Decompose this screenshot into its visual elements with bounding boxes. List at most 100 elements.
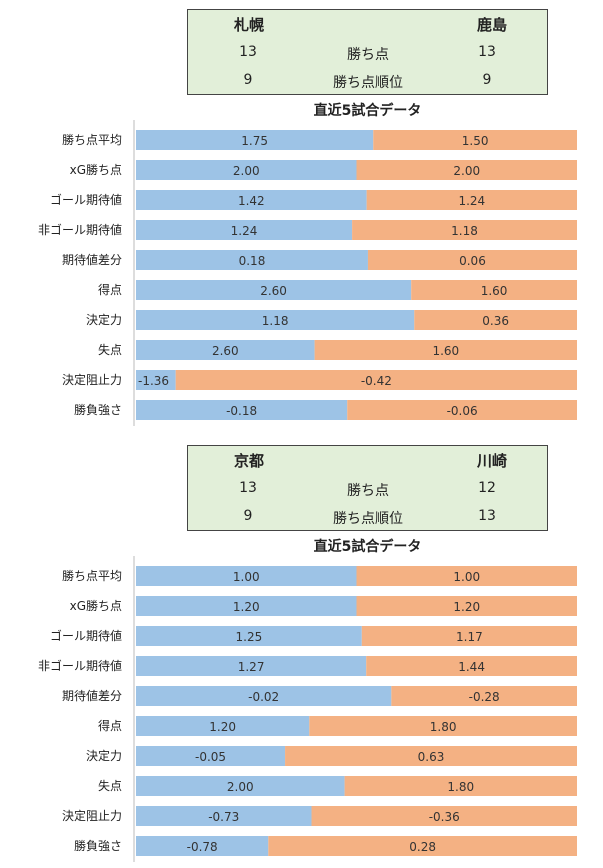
bar-right-series bbox=[285, 746, 577, 766]
points-label: 勝ち点 bbox=[347, 483, 389, 499]
data-label-right: 1.18 bbox=[451, 224, 478, 238]
bar-left-series bbox=[136, 160, 357, 180]
data-label-left: -0.05 bbox=[195, 750, 226, 764]
bar-left-series bbox=[136, 716, 310, 736]
rank-label: 勝ち点順位 bbox=[333, 511, 403, 527]
category-label: ゴール期待値 bbox=[50, 628, 122, 643]
bar-right-series bbox=[367, 250, 577, 270]
category-label: 期待値差分 bbox=[62, 688, 122, 703]
data-label-left: -0.73 bbox=[208, 810, 239, 824]
category-label: 勝負強さ bbox=[74, 402, 122, 417]
data-label-right: 1.60 bbox=[432, 344, 459, 358]
data-label-left: 1.27 bbox=[238, 660, 265, 674]
data-label-right: 1.60 bbox=[481, 284, 508, 298]
bar-left-series bbox=[136, 626, 362, 646]
data-label-left: 2.60 bbox=[260, 284, 287, 298]
bar-left-series bbox=[136, 656, 367, 676]
bar-left-series bbox=[136, 370, 176, 390]
data-label-left: 1.75 bbox=[241, 134, 268, 148]
bar-left-series bbox=[136, 566, 357, 586]
data-label-right: 1.20 bbox=[453, 600, 480, 614]
data-label-left: 0.18 bbox=[239, 254, 266, 268]
bar-left-series bbox=[136, 746, 286, 766]
left-points: 13 bbox=[239, 480, 257, 496]
rank-label: 勝ち点順位 bbox=[333, 75, 403, 91]
category-label: 勝ち点平均 bbox=[62, 568, 122, 583]
bar-right-series bbox=[309, 716, 577, 736]
bar-left-series bbox=[136, 596, 357, 616]
data-label-right: 1.80 bbox=[430, 720, 457, 734]
right-rank: 9 bbox=[482, 72, 492, 88]
data-label-right: -0.28 bbox=[469, 690, 500, 704]
category-label: 決定阻止力 bbox=[62, 372, 122, 387]
category-label: 非ゴール期待値 bbox=[38, 658, 122, 673]
data-label-right: 1.17 bbox=[456, 630, 483, 644]
left-rank: 9 bbox=[243, 508, 253, 524]
right-team-name: 鹿島 bbox=[476, 16, 507, 34]
bar-right-series bbox=[344, 776, 577, 796]
category-label: 得点 bbox=[98, 282, 122, 297]
category-label: 非ゴール期待値 bbox=[38, 222, 122, 237]
data-label-left: -0.78 bbox=[187, 840, 218, 854]
data-label-left: -0.02 bbox=[248, 690, 279, 704]
bar-right-series bbox=[411, 280, 577, 300]
bar-right-series bbox=[356, 566, 577, 586]
data-label-right: 1.44 bbox=[458, 660, 485, 674]
right-team-name: 川崎 bbox=[476, 452, 507, 470]
category-label: 失点 bbox=[98, 342, 122, 357]
category-label: 勝ち点平均 bbox=[62, 132, 122, 147]
comparison-bar-chart: 勝ち点平均 1.75 1.50 xG勝ち点 2.00 2.00 ゴール期待値 1.42 1.24… bbox=[38, 120, 577, 426]
bar-right-series bbox=[352, 220, 577, 240]
bar-right-series bbox=[314, 340, 577, 360]
data-label-right: 1.50 bbox=[462, 134, 489, 148]
bar-right-series bbox=[347, 400, 577, 420]
right-points: 13 bbox=[478, 44, 496, 60]
data-label-left: 1.20 bbox=[233, 600, 260, 614]
left-team-name: 札幌 bbox=[234, 16, 265, 34]
data-label-left: 2.00 bbox=[233, 164, 260, 178]
left-points: 13 bbox=[239, 44, 257, 60]
comparison-panel-1: 札幌 鹿島 13 勝ち点 13 9 勝ち点順位 9 直近5試合データ 勝ち点平均… bbox=[0, 0, 603, 432]
left-team-name: 京都 bbox=[234, 452, 265, 470]
category-label: 期待値差分 bbox=[62, 252, 122, 267]
match-info-box: 京都 川崎 13 勝ち点 12 9 勝ち点順位 13 bbox=[187, 445, 548, 531]
data-label-right: 1.00 bbox=[453, 570, 480, 584]
data-label-left: 1.00 bbox=[233, 570, 260, 584]
bar-right-series bbox=[356, 596, 577, 616]
data-label-right: 0.36 bbox=[482, 314, 509, 328]
data-label-right: 2.00 bbox=[453, 164, 480, 178]
bar-left-series bbox=[136, 280, 412, 300]
bar-right-series bbox=[356, 160, 577, 180]
data-label-right: 0.28 bbox=[409, 840, 436, 854]
bar-right-series bbox=[175, 370, 577, 390]
right-points: 12 bbox=[478, 480, 496, 496]
bar-right-series bbox=[373, 130, 577, 150]
data-label-left: 1.25 bbox=[236, 630, 263, 644]
bar-right-series bbox=[366, 190, 577, 210]
bar-right-series bbox=[414, 310, 577, 330]
bar-left-series bbox=[136, 130, 374, 150]
data-label-right: 1.80 bbox=[447, 780, 474, 794]
bar-left-series bbox=[136, 190, 367, 210]
bar-left-series bbox=[136, 836, 269, 856]
points-label: 勝ち点 bbox=[347, 47, 389, 63]
comparison-bar-chart: 勝ち点平均 1.00 1.00 xG勝ち点 1.20 1.20 ゴール期待値 1.25 1.17… bbox=[38, 556, 577, 862]
match-info-box: 札幌 鹿島 13 勝ち点 13 9 勝ち点順位 9 bbox=[187, 9, 548, 95]
chart-subtitle: 直近5試合データ bbox=[313, 539, 422, 555]
bar-right-series bbox=[311, 806, 577, 826]
category-label: 決定阻止力 bbox=[62, 808, 122, 823]
bar-left-series bbox=[136, 340, 315, 360]
data-label-right: 0.06 bbox=[459, 254, 486, 268]
data-label-left: 2.00 bbox=[227, 780, 254, 794]
bar-right-series bbox=[268, 836, 577, 856]
data-label-left: -0.18 bbox=[226, 404, 257, 418]
data-label-right: -0.36 bbox=[429, 810, 460, 824]
data-label-left: 1.42 bbox=[238, 194, 265, 208]
category-label: 決定力 bbox=[86, 312, 122, 327]
category-label: 勝負強さ bbox=[74, 838, 122, 853]
data-label-right: -0.42 bbox=[361, 374, 392, 388]
category-label: xG勝ち点 bbox=[70, 598, 122, 613]
bar-left-series bbox=[136, 310, 415, 330]
bar-left-series bbox=[136, 686, 392, 706]
data-label-left: -1.36 bbox=[138, 374, 169, 388]
